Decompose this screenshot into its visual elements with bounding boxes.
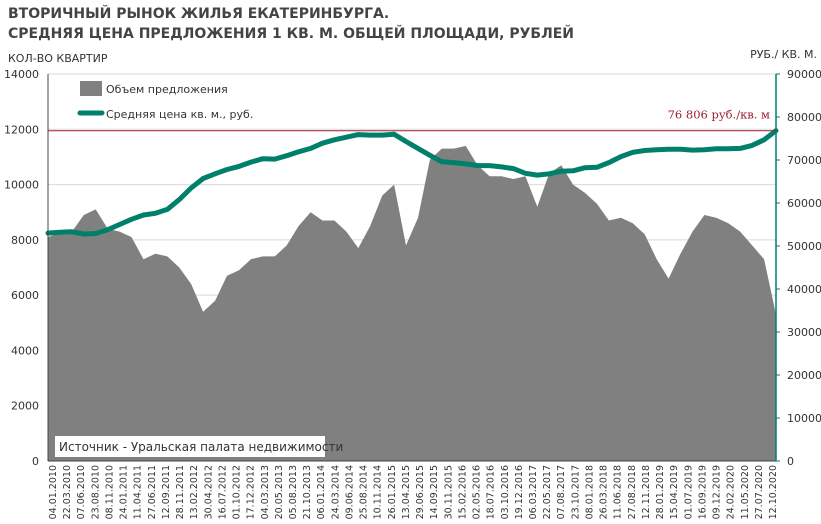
right-axis-title: РУБ./ КВ. М. (750, 48, 817, 61)
x-tick-label: 17.12.2012 (246, 465, 257, 519)
left-tick-label: 4000 (11, 344, 39, 357)
right-tick-label: 90000 (787, 68, 821, 81)
x-tick-label: 02.05.2016 (472, 465, 483, 519)
right-tick-label: 30000 (787, 326, 821, 339)
x-tick-label: 12.09.2011 (161, 465, 172, 519)
x-tick-label: 29.06.2015 (415, 465, 426, 519)
x-tick-label: 28.01.2019 (655, 465, 666, 519)
x-tick-label: 21.10.2013 (302, 465, 313, 519)
x-tick-label: 08.01.2018 (585, 465, 596, 519)
x-tick-label: 04.01.2010 (48, 465, 59, 519)
x-tick-label: 06.03.2017 (528, 465, 539, 519)
right-tick-label: 80000 (787, 111, 821, 124)
right-axis: 0 10000 20000 30000 40000 50000 60000 70000 8000… (775, 68, 821, 468)
x-tick-label: 09.12.2019 (712, 465, 723, 519)
x-tick-label: 24.01.2011 (119, 465, 130, 519)
left-tick-label: 8000 (11, 234, 39, 247)
left-tick-label: 10000 (4, 179, 39, 192)
right-tick-label: 60000 (787, 197, 821, 210)
x-tick-label: 22.05.2017 (542, 465, 553, 519)
plot-area (45, 128, 779, 461)
x-tick-label: 16.09.2019 (697, 465, 708, 519)
x-tick-label: 11.06.2018 (613, 465, 624, 519)
x-tick-label: 18.07.2016 (486, 465, 497, 519)
x-tick-label: 25.08.2014 (359, 465, 370, 519)
x-tick-label: 12.11.2018 (641, 465, 652, 519)
right-tick-label: 70000 (787, 154, 821, 167)
x-tick-label: 15.04.2019 (669, 465, 680, 519)
series-volume-area (48, 145, 776, 461)
reference-group: 76 806 руб./кв. м (48, 108, 776, 132)
x-tick-label: 05.08.2013 (288, 465, 299, 519)
x-tick-label: 20.05.2013 (274, 465, 285, 519)
chart-title-line1: ВТОРИЧНЫЙ РЫНОК ЖИЛЬЯ ЕКАТЕРИНБУРГА. (8, 6, 390, 22)
right-tick-label: 50000 (787, 240, 821, 253)
left-axis-title: КОЛ-ВО КВАРТИР (8, 52, 108, 65)
left-axis: 0 2000 4000 6000 8000 10000 12000 14000 (4, 68, 49, 468)
legend: Объем предложения Средняя цена кв. м., р… (77, 81, 253, 121)
x-tick-label: 13.04.2015 (401, 465, 412, 519)
reference-label: 76 806 руб./кв. м (668, 108, 770, 122)
x-tick-label: 22.03.2010 (62, 465, 73, 519)
x-tick-label: 13.02.2012 (189, 465, 200, 519)
x-tick-label: 03.10.2016 (500, 465, 511, 519)
x-tick-label: 30.04.2012 (203, 465, 214, 519)
x-tick-label: 24.02.2020 (726, 465, 737, 519)
series-price-line (45, 128, 779, 237)
x-tick-label: 15.02.2016 (457, 465, 468, 519)
x-tick-label: 09.06.2014 (345, 465, 356, 519)
right-tick-label: 20000 (787, 369, 821, 382)
x-tick-label: 27.06.2011 (147, 465, 158, 519)
legend-label-volume: Объем предложения (106, 83, 228, 96)
right-tick-label: 40000 (787, 283, 821, 296)
left-tick-label: 0 (32, 455, 39, 468)
source-note-background (55, 436, 325, 457)
source-note-box: Источник - Уральская палата недвижимости (55, 436, 343, 457)
x-tick-label: 01.10.2012 (232, 465, 243, 519)
x-tick-label: 16.07.2012 (217, 465, 228, 519)
x-tick-label: 24.03.2014 (330, 465, 341, 519)
x-tick-label: 27.08.2018 (627, 465, 638, 519)
x-tick-label: 23.10.2017 (570, 465, 581, 519)
x-tick-label: 26.01.2015 (387, 465, 398, 519)
source-note: Источник - Уральская палата недвижимости (59, 440, 343, 454)
x-tick-label: 30.11.2015 (443, 465, 454, 519)
x-tick-label: 10.11.2014 (373, 465, 384, 519)
x-tick-label: 07.06.2010 (76, 465, 87, 519)
x-axis: 04.01.2010 22.03.2010 07.06.2010 23.08.2010… (48, 460, 779, 519)
x-tick-label: 23.08.2010 (90, 465, 101, 519)
x-tick-label: 06.01.2014 (316, 465, 327, 519)
x-tick-label: 27.07.2020 (754, 465, 765, 519)
x-tick-label: 07.08.2017 (556, 465, 567, 519)
x-tick-label: 08.11.2010 (105, 465, 116, 519)
left-tick-label: 12000 (4, 123, 39, 136)
right-tick-label: 10000 (787, 412, 821, 425)
x-tick-label: 19.12.2016 (514, 465, 525, 519)
left-tick-label: 14000 (4, 68, 39, 81)
legend-label-price: Средняя цена кв. м., руб. (106, 108, 253, 121)
x-tick-label: 11.04.2011 (133, 465, 144, 519)
x-tick-label: 12.10.2020 (768, 465, 779, 519)
x-tick-label: 26.03.2018 (599, 465, 610, 519)
x-tick-label: 11.05.2020 (740, 465, 751, 519)
x-tick-label: 14.09.2015 (429, 465, 440, 519)
legend-swatch-volume (80, 81, 102, 96)
left-tick-label: 6000 (11, 289, 39, 302)
x-tick-label: 28.11.2011 (175, 465, 186, 519)
right-tick-label: 0 (787, 455, 794, 468)
chart-title-line2: СРЕДНЯЯ ЦЕНА ПРЕДЛОЖЕНИЯ 1 КВ. М. ОБЩЕЙ … (8, 26, 575, 42)
left-tick-label: 2000 (11, 400, 39, 413)
x-tick-label: 04.03.2013 (260, 465, 271, 519)
x-tick-label: 01.07.2019 (683, 465, 694, 519)
